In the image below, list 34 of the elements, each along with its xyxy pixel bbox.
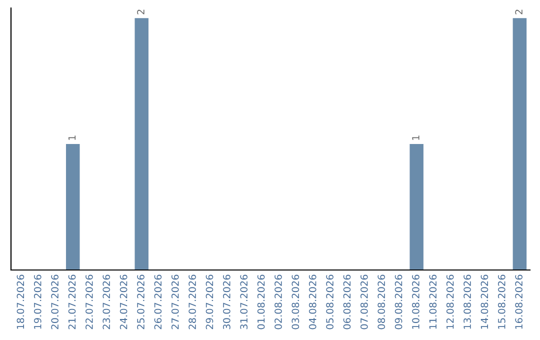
x-tick-label: 01.08.2026 (257, 274, 265, 330)
x-tick-label: 27.07.2026 (171, 274, 179, 330)
x-tick-label: 14.08.2026 (480, 274, 488, 329)
x-tick-label: 07.08.2026 (360, 274, 368, 330)
x-tick-label: 04.08.2026 (308, 274, 316, 330)
x-tick-label: 24.07.2026 (120, 274, 128, 330)
data-label: 1 (412, 136, 420, 140)
x-tick-label: 23.07.2026 (102, 274, 110, 330)
x-tick-label: 29.07.2026 (206, 274, 214, 330)
x-tick-label: 11.08.2026 (429, 274, 437, 329)
x-tick-label: 09.08.2026 (394, 274, 402, 330)
data-label: 1 (68, 136, 76, 140)
x-tick-label: 30.07.2026 (223, 274, 230, 330)
x-tick-label: 13.08.2026 (464, 274, 471, 329)
x-tick-label: 08.08.2026 (378, 274, 386, 330)
x-tick-label: 05.08.2026 (326, 274, 334, 330)
x-tick-label: 16.08.2026 (515, 274, 523, 329)
x-tick-label: 10.08.2026 (412, 274, 420, 329)
data-label: 2 (515, 10, 522, 14)
x-tick-label: 31.07.2026 (240, 274, 248, 330)
x-tick-label: 03.08.2026 (292, 274, 300, 330)
x-tick-label: 21.07.2026 (68, 274, 76, 330)
x-tick-label: 02.08.2026 (274, 274, 282, 330)
x-tick-label: 28.07.2026 (188, 274, 196, 330)
x-tick-label: 20.07.2026 (51, 274, 59, 330)
x-tick-label: 19.07.2026 (34, 274, 42, 329)
x-tick-label: 25.07.2026 (137, 274, 144, 330)
x-tick-label: 22.07.2026 (86, 274, 93, 330)
x-tick-label: 18.07.2026 (16, 274, 24, 329)
data-label: 2 (137, 10, 144, 14)
x-tick-label: 06.08.2026 (343, 274, 351, 330)
x-tick-label: 12.08.2026 (446, 274, 454, 329)
x-tick-label: 15.08.2026 (498, 274, 506, 329)
x-tick-label: 26.07.2026 (154, 274, 162, 330)
